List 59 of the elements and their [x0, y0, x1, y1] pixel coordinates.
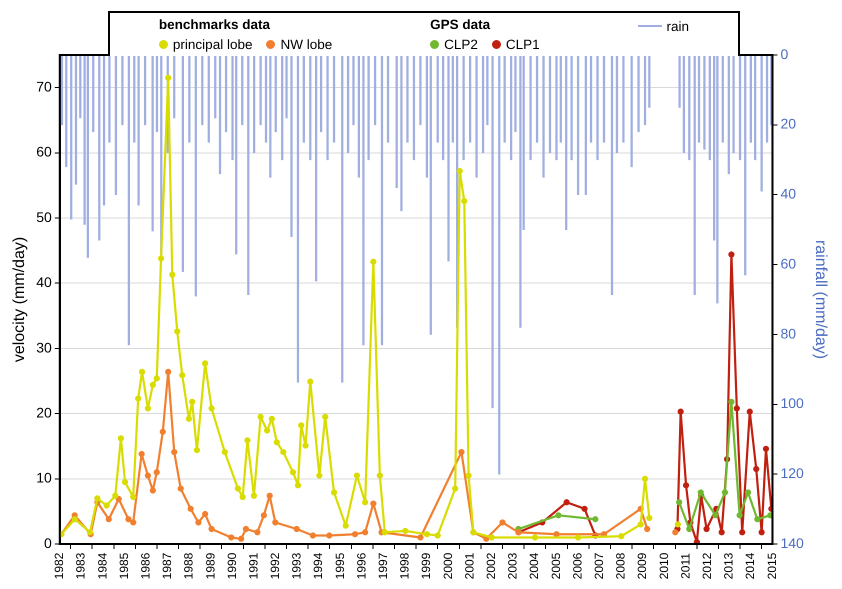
x-tick-label: 2012 [700, 552, 714, 580]
x-tick-label: 1993 [290, 552, 304, 580]
text: benchmarks data [158, 17, 270, 34]
y2-tick-label: 120 [780, 465, 804, 481]
legend-label: CLP1 [506, 36, 540, 52]
legend-label: CLP2 [444, 36, 478, 52]
x-tick-label: 2009 [635, 552, 650, 580]
x-tick-label: 2001 [462, 552, 476, 580]
x-tick-label: 2004 [527, 552, 542, 580]
x-tick-label: 2008 [614, 552, 628, 580]
legend-label: principal lobe [172, 36, 252, 52]
y2-axis-title: rainfall (mm/day) [812, 240, 829, 360]
x-tick-label: 1984 [95, 552, 110, 580]
legend-label: NW lobe [280, 36, 332, 52]
y2-tick-label: 20 [780, 116, 796, 132]
y-tick-label: 50 [36, 208, 52, 225]
y-tick-label: 40 [36, 274, 52, 290]
x-tick-label: 1997 [376, 552, 390, 580]
y-tick-label: 10 [36, 470, 52, 486]
y2-tick-label: 60 [780, 255, 796, 272]
x-tick-label: 1989 [203, 552, 218, 580]
x-tick-label: 1996 [354, 552, 368, 580]
x-tick-label: 2007 [592, 552, 606, 580]
x-tick-label: 1998 [398, 552, 412, 580]
y-tick-label: 70 [36, 78, 52, 94]
x-tick-label: 1987 [160, 552, 174, 580]
y2-tick-label: 0 [780, 46, 788, 62]
x-tick-label: 1990 [224, 552, 239, 580]
x-tick-label: 1988 [182, 552, 196, 580]
y-axis-title: velocity (mm/day) [11, 236, 28, 362]
x-tick-label: 1986 [138, 552, 152, 580]
y-tick-label: 0 [44, 534, 52, 551]
x-tick-label: 2006 [570, 552, 584, 580]
x-tick-label: 2015 [764, 552, 779, 580]
x-tick-label: 1994 [311, 552, 326, 580]
x-tick-label: 1999 [419, 552, 434, 580]
x-tick-label: 1982 [52, 552, 66, 580]
x-tick-label: 2011 [678, 552, 692, 579]
x-tick-label: 2010 [656, 552, 671, 580]
legend-label: rain [666, 18, 690, 34]
y2-tick-label: 40 [780, 186, 796, 202]
x-tick-label: 1991 [246, 552, 260, 580]
x-tick-label: 2000 [440, 552, 455, 580]
x-tick-label: 2014 [743, 552, 758, 580]
x-tick-label: 2005 [548, 552, 563, 580]
y-tick-label: 20 [36, 404, 52, 420]
text: GPS data [430, 17, 490, 34]
x-tick-label: 2003 [506, 552, 520, 580]
y2-tick-label: 140 [780, 534, 804, 551]
x-tick-label: 1983 [74, 552, 88, 580]
x-tick-label: 1995 [332, 552, 347, 580]
x-tick-label: 2002 [484, 552, 498, 580]
y2-tick-label: 100 [780, 395, 804, 412]
y-tick-label: 30 [36, 339, 52, 356]
x-tick-label: 1992 [268, 552, 282, 580]
x-tick-label: 2013 [722, 552, 736, 580]
x-tick-label: 1985 [116, 552, 131, 580]
y2-tick-label: 80 [780, 325, 796, 342]
y-tick-label: 60 [36, 144, 52, 160]
